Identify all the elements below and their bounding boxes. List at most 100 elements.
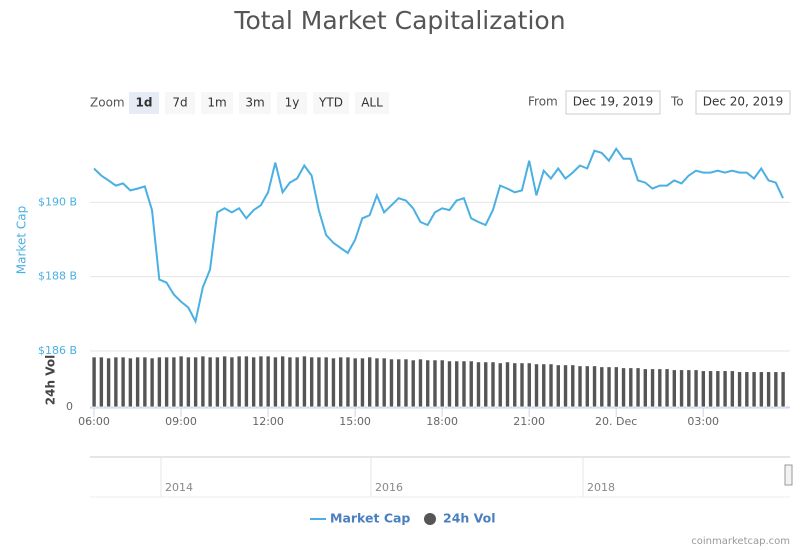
volume-bar bbox=[338, 356, 344, 408]
volume-bar bbox=[613, 366, 619, 408]
volume-bar bbox=[301, 355, 307, 408]
volume-bar bbox=[526, 362, 532, 408]
range-button[interactable] bbox=[201, 92, 233, 114]
navigator-handle[interactable] bbox=[784, 464, 793, 486]
volume-bar bbox=[483, 361, 489, 408]
volume-bar bbox=[722, 370, 728, 408]
navigator-label: 2014 bbox=[165, 481, 193, 494]
volume-bar bbox=[243, 355, 249, 408]
to-input[interactable] bbox=[695, 90, 791, 115]
volume-bar bbox=[642, 368, 648, 408]
range-button[interactable] bbox=[355, 92, 389, 114]
legend-label[interactable]: Market Cap bbox=[330, 511, 410, 526]
volume-bar bbox=[686, 369, 692, 408]
volume-bar bbox=[497, 362, 503, 408]
volume-bar bbox=[729, 370, 735, 408]
range-button-label[interactable]: ALL bbox=[361, 96, 383, 110]
volume-bar bbox=[200, 355, 206, 408]
range-button-label[interactable]: 1m bbox=[207, 96, 226, 110]
volume-bar bbox=[751, 371, 757, 408]
volume-bar bbox=[584, 365, 590, 408]
volume-bar bbox=[388, 358, 394, 408]
volume-bar bbox=[309, 356, 315, 408]
to-label: To bbox=[670, 95, 684, 109]
volume-bar bbox=[657, 368, 663, 408]
range-button-label[interactable]: 1y bbox=[285, 96, 300, 110]
volume-bar bbox=[214, 356, 220, 408]
range-button[interactable] bbox=[165, 92, 195, 114]
range-button-label[interactable]: 1d bbox=[136, 96, 153, 110]
volume-bar bbox=[316, 356, 322, 408]
volume-bar bbox=[272, 356, 278, 408]
volume-bar bbox=[461, 360, 467, 408]
range-button-label[interactable]: YTD bbox=[318, 96, 343, 110]
volume-bar bbox=[207, 356, 213, 408]
x-tick-label: 03:00 bbox=[687, 415, 719, 428]
volume-bar bbox=[693, 369, 699, 408]
volume-bar bbox=[156, 356, 162, 408]
y2-tick-label: 0 bbox=[66, 400, 73, 413]
volume-bar bbox=[773, 371, 779, 408]
volume-bar bbox=[780, 371, 786, 408]
volume-bar bbox=[628, 367, 634, 408]
legend-label[interactable]: 24h Vol bbox=[443, 511, 496, 526]
y-tick-label: $186 B bbox=[38, 344, 77, 357]
volume-bar bbox=[541, 363, 547, 408]
volume-bar bbox=[599, 366, 605, 408]
volume-bar bbox=[621, 367, 627, 408]
volume-bar bbox=[135, 356, 141, 408]
volume-bar bbox=[570, 364, 576, 408]
from-date[interactable]: Dec 19, 2019 bbox=[573, 95, 653, 109]
x-tick-label: 12:00 bbox=[252, 415, 284, 428]
volume-bar bbox=[671, 369, 677, 408]
volume-bar bbox=[258, 355, 264, 408]
volume-bar bbox=[744, 371, 750, 408]
volume-bar bbox=[446, 360, 452, 408]
volume-bar bbox=[490, 361, 496, 408]
volume-bar bbox=[715, 370, 721, 408]
volume-bar bbox=[519, 362, 525, 408]
volume-bar bbox=[468, 360, 474, 408]
x-tick-label: 06:00 bbox=[78, 415, 110, 428]
y-tick-label: $188 B bbox=[38, 270, 77, 283]
x-tick-label: 15:00 bbox=[339, 415, 371, 428]
volume-bar bbox=[555, 364, 561, 408]
volume-bar bbox=[664, 368, 670, 408]
volume-bar bbox=[352, 357, 358, 408]
range-button[interactable] bbox=[239, 92, 271, 114]
to-date[interactable]: Dec 20, 2019 bbox=[703, 95, 783, 109]
volume-bar bbox=[403, 358, 409, 408]
volume-bar bbox=[700, 370, 706, 408]
y-tick-label: $190 B bbox=[38, 195, 77, 208]
volume-bar bbox=[367, 356, 373, 408]
volume-bar bbox=[563, 364, 569, 408]
navigator-label: 2016 bbox=[375, 481, 403, 494]
volume-bar bbox=[294, 356, 300, 408]
volume-bar bbox=[432, 359, 438, 408]
range-button[interactable] bbox=[313, 92, 349, 114]
volume-bar bbox=[345, 356, 351, 408]
from-input[interactable] bbox=[565, 90, 661, 115]
volume-bar bbox=[359, 357, 365, 408]
volume-bar bbox=[650, 368, 656, 408]
range-button[interactable] bbox=[129, 92, 159, 114]
volume-bar bbox=[439, 359, 445, 408]
range-button[interactable] bbox=[277, 92, 307, 114]
x-tick-label: 20. Dec bbox=[595, 415, 637, 428]
range-button-label[interactable]: 3m bbox=[245, 96, 264, 110]
x-tick-label: 18:00 bbox=[426, 415, 458, 428]
volume-bar bbox=[512, 362, 518, 408]
range-button-label[interactable]: 7d bbox=[172, 96, 187, 110]
volume-bar bbox=[265, 355, 271, 408]
volume-bar bbox=[381, 357, 387, 408]
from-label: From bbox=[528, 95, 558, 109]
volume-bar bbox=[127, 357, 133, 408]
volume-bar bbox=[766, 371, 772, 408]
volume-bar bbox=[120, 356, 126, 408]
x-tick-label: 21:00 bbox=[513, 415, 545, 428]
volume-bar bbox=[91, 356, 97, 408]
volume-bar bbox=[185, 356, 191, 408]
volume-bar bbox=[737, 371, 743, 408]
zoom-label: Zoom bbox=[90, 96, 125, 110]
